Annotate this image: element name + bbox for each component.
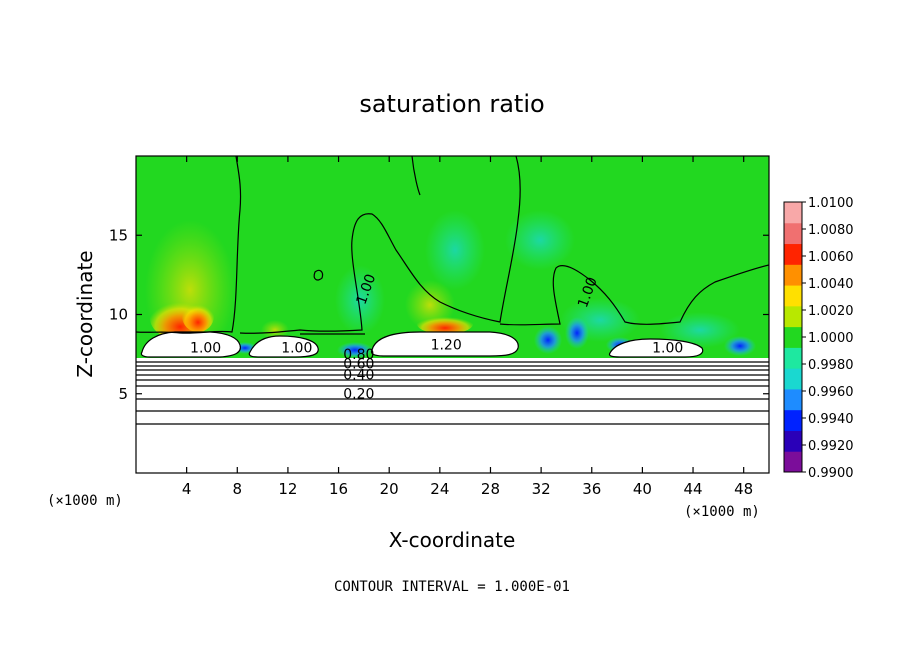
- colorbar-swatch: [784, 388, 802, 411]
- colorbar-swatch: [784, 202, 802, 224]
- y-axis: 5 10 15: [109, 226, 769, 403]
- colorbar-label: 1.0060: [808, 250, 854, 265]
- x-tick-label: 48: [734, 480, 753, 498]
- cloud-regions: [140, 331, 704, 358]
- colorbar-label: 1.0000: [808, 331, 854, 346]
- contour-label: 0.20: [343, 387, 374, 403]
- colorbar-swatch: [784, 285, 802, 307]
- x-tick-label: 12: [278, 480, 297, 498]
- colorbar-swatch: [784, 326, 802, 348]
- contour-label: 0.80: [343, 347, 374, 363]
- contour-label: 1.00: [281, 341, 312, 357]
- colorbar-swatch: [784, 347, 802, 369]
- colorbar-swatch: [784, 243, 802, 265]
- chart-title: saturation ratio: [359, 90, 544, 118]
- x-tick-label: 32: [532, 480, 551, 498]
- x-tick-label: 16: [329, 480, 348, 498]
- colorbar-label: 0.9920: [808, 439, 854, 454]
- colorbar-swatch: [784, 368, 802, 390]
- colorbar-label: 0.9900: [808, 466, 854, 481]
- contour-label: 1.00: [652, 341, 683, 357]
- x-tick-label: 36: [582, 480, 601, 498]
- x-tick-label: 28: [481, 480, 500, 498]
- colorbar-swatch: [784, 409, 802, 431]
- x-axis: 4 8 12 16 20 24 28 32 36 40 44 48: [182, 156, 753, 498]
- contour-lines: [136, 156, 769, 425]
- colorbar: 1.0100 1.0080 1.0060 1.0040 1.0020 1.0000 0.99…: [783, 196, 854, 481]
- y-tick-label: 5: [118, 385, 128, 403]
- contour-label: 0.40: [343, 367, 374, 383]
- colorbar-label: 1.0080: [808, 223, 854, 238]
- colorbar-label: 1.0040: [808, 277, 854, 292]
- colorbar-label: 0.9940: [808, 412, 854, 427]
- colorbar-swatch: [784, 430, 802, 452]
- y-tick-label: 10: [109, 306, 128, 324]
- lower-region: [136, 358, 769, 473]
- colorbar-swatch: [784, 222, 802, 245]
- contour-interval-note: CONTOUR INTERVAL = 1.000E-01: [334, 579, 570, 595]
- x-axis-title: X-coordinate: [389, 528, 516, 552]
- y-tick-label: 15: [109, 226, 128, 244]
- colorbar-swatch: [784, 305, 802, 328]
- plot-area: 1.00 1.00 1.20 1.001.00 1.000.800.600.400.20: [136, 156, 769, 473]
- x-tick-label: 20: [380, 480, 399, 498]
- x-tick-label: 44: [683, 480, 702, 498]
- x-tick-label: 8: [233, 480, 243, 498]
- y-axis-title: Z-coordinate: [73, 250, 97, 377]
- x-unit-label: (×1000 m): [684, 504, 760, 520]
- y-unit-label: (×1000 m): [47, 493, 123, 509]
- x-tick-label: 40: [633, 480, 652, 498]
- x-tick-label: 24: [430, 480, 449, 498]
- contour-label: 1.00: [190, 341, 221, 357]
- contour-label: 0.60: [343, 356, 374, 372]
- field-patches: [145, 210, 756, 360]
- colorbar-swatch: [784, 451, 802, 473]
- colorbar-label: 0.9960: [808, 385, 854, 400]
- colorbar-label: 0.9980: [808, 358, 854, 373]
- contour-label: 1.20: [431, 337, 462, 353]
- colorbar-swatch: [784, 264, 802, 286]
- colorbar-label: 1.0100: [808, 196, 854, 211]
- colorbar-label: 1.0020: [808, 304, 854, 319]
- x-tick-label: 4: [182, 480, 192, 498]
